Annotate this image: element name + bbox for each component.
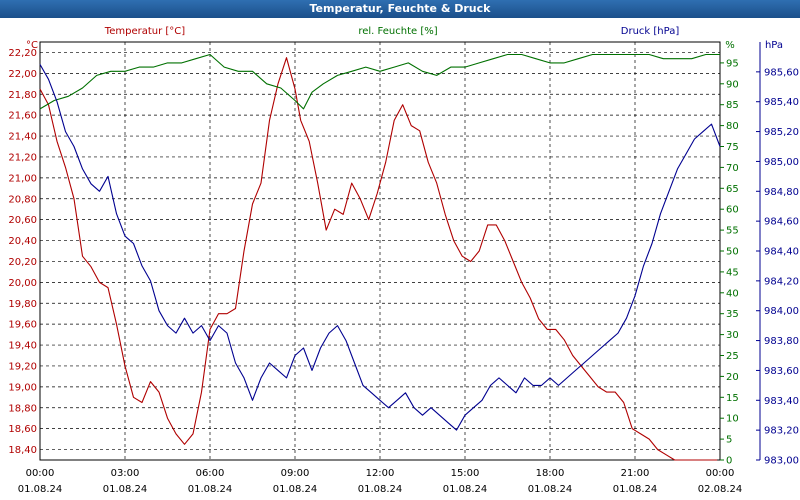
humidity-tick-label: 45 (726, 267, 739, 278)
x-tick-time: 12:00 (366, 468, 395, 479)
x-tick-time: 00:00 (706, 468, 735, 479)
temperature-tick-label: 21,00 (8, 173, 37, 184)
pressure-tick-label: 985,20 (764, 127, 799, 138)
humidity-tick-label: 15 (726, 393, 739, 404)
x-axis-ticks: 00:00 01.08.24 03:00 01.08.24 06:00 01.08.24 0… (18, 468, 743, 495)
temperature-axis-ticks: 18,40 18,60 18,80 19,00 19,20 19,40 19,60 19,80… (8, 48, 37, 456)
x-tick-time: 06:00 (196, 468, 225, 479)
temperature-tick-label: 21,20 (8, 152, 37, 163)
humidity-tick-label: 85 (726, 100, 739, 111)
pressure-tick-label: 985,40 (764, 97, 799, 108)
temperature-tick-label: 20,20 (8, 257, 37, 268)
pressure-axis-ticks: 983,00 983,20 983,40 983,60 983,80 984,00 984,… (756, 42, 799, 467)
humidity-unit: % (725, 40, 735, 51)
humidity-tick-label: 5 (726, 435, 732, 446)
temperature-tick-label: 21,60 (8, 111, 37, 122)
temperature-tick-label: 19,40 (8, 341, 37, 352)
x-tick-time: 15:00 (451, 468, 480, 479)
temperature-tick-label: 18,80 (8, 403, 37, 414)
humidity-axis-ticks: 0 5 10 15 20 25 30 35 40 45 50 55 60 65 70 75 80 85 90 95 (720, 58, 739, 467)
humidity-tick-label: 65 (726, 184, 739, 195)
pressure-axis-title: Druck [hPa] (621, 26, 680, 37)
temp-series-line (39, 57, 718, 461)
x-tick-date: 01.08.24 (18, 484, 63, 495)
pressure-tick-label: 984,20 (764, 276, 799, 287)
pressure-tick-label: 983,60 (764, 366, 799, 377)
temperature-tick-label: 20,40 (8, 236, 37, 247)
temperature-tick-label: 21,40 (8, 132, 37, 143)
temperature-tick-label: 19,80 (8, 299, 37, 310)
humidity-axis-title: rel. Feuchte [%] (358, 26, 437, 37)
x-tick-time: 00:00 (26, 468, 55, 479)
temperature-tick-label: 18,60 (8, 424, 37, 435)
x-tick-date: 01.08.24 (358, 484, 403, 495)
x-tick-date: 02.08.24 (698, 484, 743, 495)
x-tick-date: 01.08.24 (103, 484, 148, 495)
temperature-tick-label: 19,20 (8, 361, 37, 372)
window-title: Temperatur, Feuchte & Druck (0, 0, 800, 18)
humidity-tick-label: 50 (726, 247, 739, 258)
humidity-tick-label: 25 (726, 351, 739, 362)
humidity-tick-label: 60 (726, 205, 739, 216)
x-tick-date: 01.08.24 (188, 484, 233, 495)
pressure-tick-label: 985,60 (764, 67, 799, 78)
temperature-tick-label: 20,80 (8, 194, 37, 205)
temperature-tick-label: 20,00 (8, 278, 37, 289)
hum-series-line (39, 53, 720, 110)
pressure-tick-label: 983,20 (764, 426, 799, 437)
pressure-tick-label: 985,00 (764, 157, 799, 168)
temperature-unit: °C (26, 40, 38, 51)
humidity-tick-label: 35 (726, 309, 739, 320)
temperature-tick-label: 19,00 (8, 382, 37, 393)
humidity-tick-label: 20 (726, 372, 739, 383)
temperature-tick-label: 18,40 (8, 445, 37, 456)
pressure-tick-label: 984,00 (764, 306, 799, 317)
humidity-tick-label: 40 (726, 288, 739, 299)
pressure-tick-label: 983,80 (764, 336, 799, 347)
temperature-axis-title: Temperatur [°C] (104, 26, 185, 37)
x-tick-time: 03:00 (111, 468, 140, 479)
pressure-tick-label: 984,40 (764, 247, 799, 258)
x-tick-date: 01.08.24 (528, 484, 573, 495)
grid-lines (40, 42, 720, 460)
press-series-line (39, 64, 721, 431)
temperature-tick-label: 20,60 (8, 215, 37, 226)
pressure-tick-label: 983,00 (764, 456, 799, 467)
humidity-tick-label: 80 (726, 121, 739, 132)
humidity-tick-label: 55 (726, 226, 739, 237)
humidity-tick-label: 75 (726, 142, 739, 153)
pressure-tick-label: 984,80 (764, 187, 799, 198)
humidity-tick-label: 70 (726, 163, 739, 174)
x-tick-time: 18:00 (536, 468, 565, 479)
pressure-unit: hPa (765, 40, 783, 51)
humidity-tick-label: 95 (726, 58, 739, 69)
humidity-tick-label: 10 (726, 414, 739, 425)
humidity-tick-label: 30 (726, 330, 739, 341)
temperature-tick-label: 22,20 (8, 48, 37, 59)
pressure-tick-label: 983,40 (764, 396, 799, 407)
x-tick-time: 21:00 (621, 468, 650, 479)
temperature-tick-label: 22,00 (8, 69, 37, 80)
x-tick-time: 09:00 (281, 468, 310, 479)
humidity-tick-label: 0 (726, 456, 732, 467)
x-tick-date: 01.08.24 (613, 484, 658, 495)
temperature-tick-label: 21,80 (8, 90, 37, 101)
pressure-tick-label: 984,60 (764, 217, 799, 228)
x-tick-date: 01.08.24 (443, 484, 488, 495)
x-tick-date: 01.08.24 (273, 484, 318, 495)
humidity-tick-label: 90 (726, 79, 739, 90)
temperature-tick-label: 19,60 (8, 320, 37, 331)
series-lines (39, 53, 721, 461)
